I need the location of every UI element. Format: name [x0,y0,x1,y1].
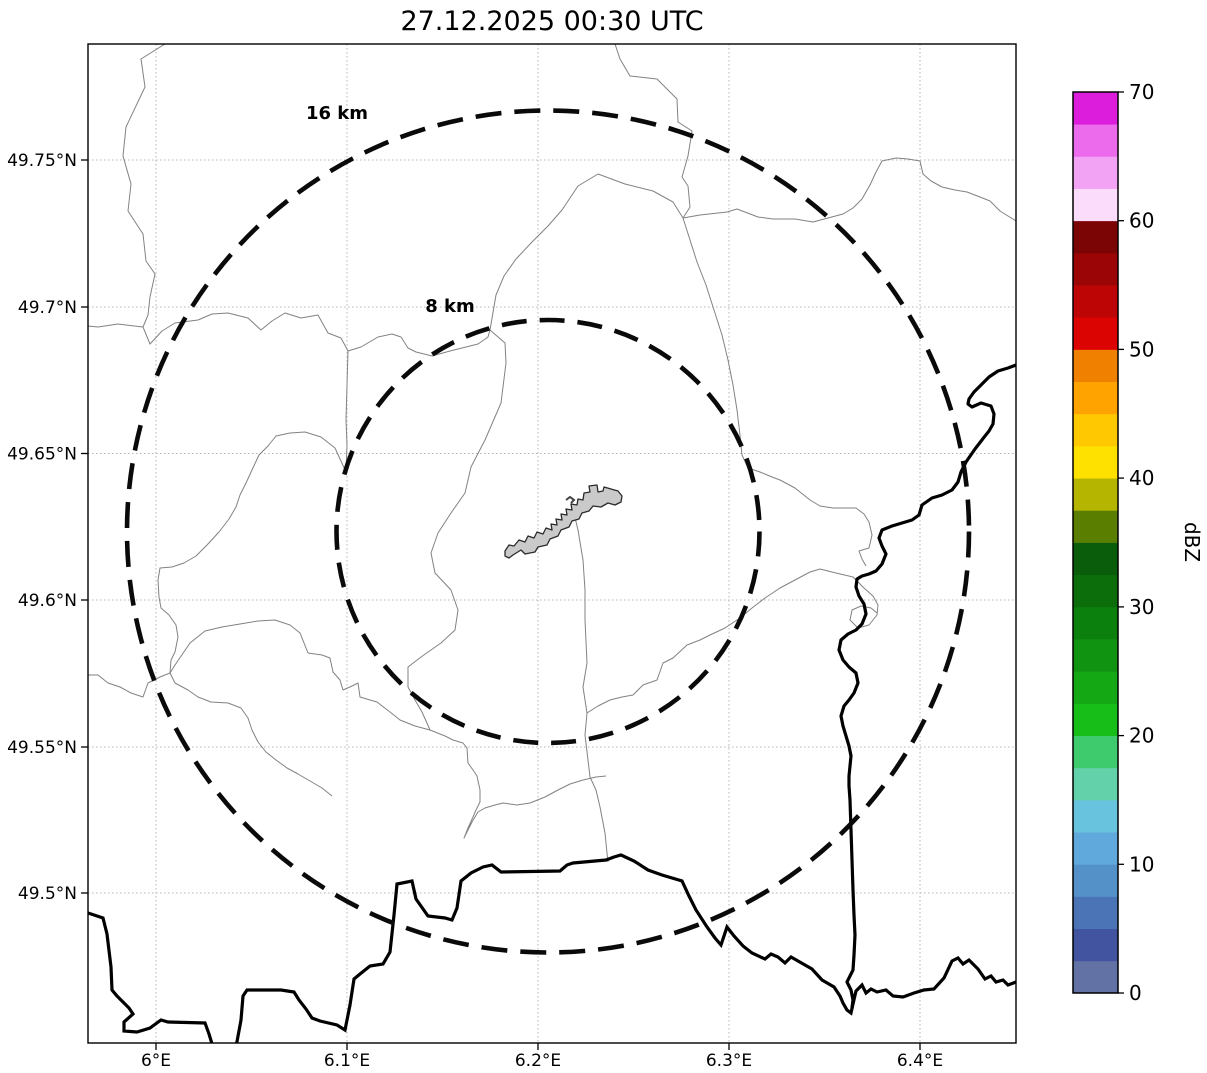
colorbar-segment [1073,156,1118,189]
country-border-south [88,853,1016,1043]
y-tick-label: 49.7°N [18,298,77,318]
colorbar-segment [1073,285,1118,318]
admin-boundaries [88,44,1016,863]
colorbar-segment [1073,703,1118,736]
colorbar-segment [1073,574,1118,608]
colorbar-ticks [1118,91,1124,994]
colorbar-segment [1073,445,1118,479]
colorbar-segment [1073,767,1118,801]
range-ring-8km-label: 8 km [425,296,475,317]
y-tick-label: 49.6°N [18,591,77,611]
colorbar-segment [1073,188,1118,222]
map-plot-area: 16 km 8 km [88,44,1016,1043]
colorbar-segment [1073,864,1118,897]
cbar-tick-label: 70 [1129,80,1154,104]
colorbar-segment [1073,381,1118,415]
x-tick-label: 6.3°E [706,1051,752,1071]
y-tick-label: 49.55°N [7,738,77,758]
y-tick-label: 49.75°N [7,151,77,171]
cbar-tick-label: 0 [1129,981,1142,1005]
airport-footprint [504,484,623,559]
colorbar-segment [1073,542,1118,576]
airport-detail-mark [565,495,576,504]
x-tick-label: 6.2°E [515,1051,561,1071]
map-frame [87,43,1017,1044]
cbar-tick-label: 40 [1129,466,1154,490]
x-tick-label: 6°E [141,1051,171,1071]
graticule-gridlines [88,44,1016,1043]
y-axis-ticks [81,159,88,894]
colorbar-segment [1073,896,1118,930]
colorbar-segment [1073,960,1118,994]
range-ring-16km-label: 16 km [306,103,368,124]
x-tick-label: 6.1°E [324,1051,370,1071]
colorbar-segment [1073,349,1118,383]
colorbar-segment [1073,317,1118,350]
colorbar-segment [1073,220,1118,254]
cbar-tick-label: 30 [1129,595,1154,619]
colorbar: 0 10 20 30 40 50 60 70 dBZ [1072,80,1204,1005]
y-axis-labels: 49.75°N 49.7°N 49.65°N 49.6°N 49.55°N 49… [7,151,77,904]
cbar-tick-label: 60 [1129,209,1154,233]
colorbar-segment [1073,735,1118,769]
x-axis-ticks [155,1043,921,1050]
colorbar-segment [1073,928,1118,962]
colorbar-segment [1073,92,1118,125]
y-tick-label: 49.65°N [7,445,77,465]
colorbar-axis-label: dBZ [1180,522,1204,562]
y-tick-label: 49.5°N [18,884,77,904]
colorbar-segment [1073,413,1118,447]
country-border-river [837,363,1016,1010]
colorbar-segment [1073,671,1118,704]
colorbar-frame [1072,91,1119,994]
cbar-tick-label: 10 [1129,852,1154,876]
cbar-tick-label: 50 [1129,337,1154,361]
range-ring-8km [334,317,762,746]
colorbar-segment [1073,124,1118,157]
colorbar-tick-labels: 0 10 20 30 40 50 60 70 [1129,80,1154,1005]
range-ring-16km [124,108,972,955]
colorbar-segment [1073,832,1118,865]
x-tick-label: 6.4°E [897,1051,943,1071]
x-axis-labels: 6°E 6.1°E 6.2°E 6.3°E 6.4°E [141,1051,943,1071]
map-title: 27.12.2025 00:30 UTC [400,6,703,37]
colorbar-segment [1073,510,1118,543]
colorbar-segment [1073,252,1118,286]
colorbar-segment [1073,478,1118,511]
colorbar-segments [1073,92,1118,994]
colorbar-segment [1073,799,1118,833]
colorbar-segment [1073,606,1118,640]
cbar-tick-label: 20 [1129,724,1154,748]
colorbar-segment [1073,639,1118,672]
